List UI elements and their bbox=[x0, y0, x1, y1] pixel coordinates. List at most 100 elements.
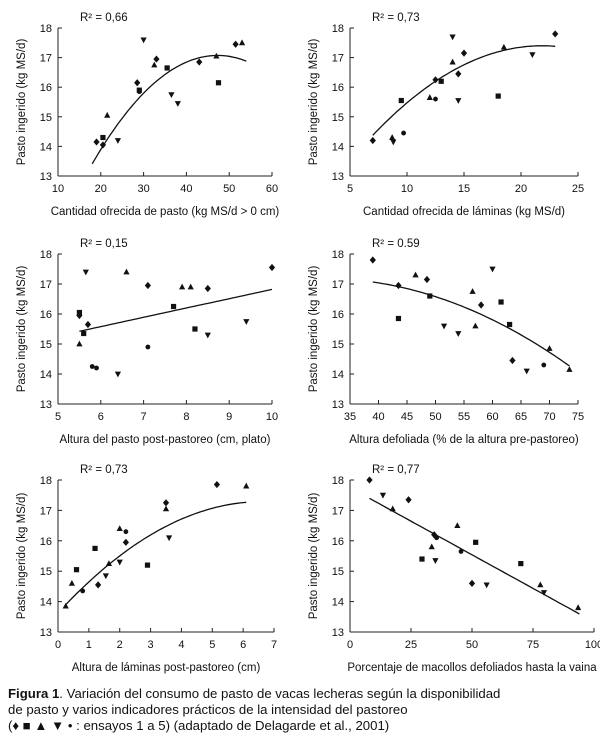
data-point-square bbox=[395, 315, 402, 322]
data-point-diamond bbox=[431, 531, 438, 539]
x-axis-label: Porcentaje de macollos defoliados hasta … bbox=[347, 662, 597, 674]
data-point-triangle bbox=[187, 283, 194, 290]
y-tick-label: 15 bbox=[332, 566, 344, 578]
x-tick-label: 5 bbox=[209, 639, 215, 651]
data-point-triangle bbox=[412, 271, 419, 278]
data-point-triangle-down bbox=[174, 101, 181, 107]
r-squared-label: R² = 0.59 bbox=[372, 238, 420, 250]
data-point-triangle bbox=[449, 58, 456, 65]
x-axis-label: Altura defoliada (% de la altura pre-pas… bbox=[349, 434, 579, 446]
y-tick-label: 17 bbox=[332, 279, 344, 291]
y-tick-label: 15 bbox=[332, 339, 344, 351]
data-point-square bbox=[144, 562, 151, 568]
x-tick-label: 50 bbox=[223, 183, 235, 195]
y-tick-label: 18 bbox=[332, 23, 344, 35]
caption-label: Figura 1 bbox=[8, 686, 60, 701]
r-squared-label: R² = 0,77 bbox=[372, 464, 420, 476]
data-point-triangle bbox=[566, 366, 573, 372]
data-point-square bbox=[507, 321, 513, 328]
data-point-circle bbox=[80, 588, 86, 594]
data-point-diamond bbox=[369, 256, 376, 264]
data-point-triangle bbox=[104, 111, 111, 118]
data-point-diamond bbox=[93, 138, 100, 146]
y-tick-label: 16 bbox=[332, 536, 344, 548]
x-axis-label: Altura del pasto post-pastoreo (cm, plat… bbox=[60, 434, 271, 446]
data-point-diamond bbox=[432, 76, 439, 84]
data-point-diamond bbox=[478, 301, 485, 309]
data-point-diamond bbox=[455, 70, 462, 78]
data-point-square bbox=[438, 78, 444, 84]
data-point-square bbox=[498, 299, 504, 305]
data-point-triangle bbox=[500, 43, 507, 50]
data-point-square bbox=[215, 80, 222, 86]
data-point-diamond bbox=[395, 281, 402, 290]
data-point-diamond bbox=[122, 538, 129, 546]
y-tick-label: 14 bbox=[40, 141, 52, 153]
figure-caption: Figura 1. Variación del consumo de pasto… bbox=[8, 686, 596, 734]
y-tick-label: 15 bbox=[40, 112, 52, 124]
trend-line bbox=[372, 45, 556, 136]
data-point-triangle bbox=[68, 579, 75, 586]
y-tick-label: 16 bbox=[40, 536, 52, 548]
data-point-square bbox=[73, 567, 80, 573]
data-point-triangle-down bbox=[390, 139, 397, 146]
data-point-circle bbox=[433, 96, 438, 102]
data-point-triangle bbox=[426, 94, 433, 100]
data-point-triangle-down bbox=[379, 492, 387, 499]
data-point-triangle bbox=[62, 602, 69, 609]
data-point-triangle bbox=[162, 505, 170, 512]
data-point-diamond bbox=[84, 320, 92, 329]
x-tick-label: 45 bbox=[401, 411, 413, 423]
y-axis-label: Pasto ingerido (kg MS/d) bbox=[16, 266, 28, 393]
data-point-triangle-down bbox=[483, 582, 490, 589]
data-point-square bbox=[81, 330, 87, 337]
data-point-diamond bbox=[366, 476, 373, 484]
data-point-circle bbox=[145, 344, 151, 350]
data-point-diamond bbox=[423, 275, 431, 284]
data-point-diamond bbox=[268, 263, 276, 272]
data-point-triangle bbox=[389, 505, 396, 512]
y-tick-label: 17 bbox=[332, 53, 344, 65]
x-tick-label: 10 bbox=[401, 183, 413, 195]
data-point-diamond bbox=[460, 49, 468, 57]
y-tick-label: 17 bbox=[332, 505, 344, 517]
y-tick-label: 18 bbox=[332, 475, 344, 487]
data-point-triangle-down bbox=[440, 323, 448, 330]
y-tick-label: 15 bbox=[332, 112, 344, 124]
data-point-circle bbox=[401, 130, 406, 136]
chart-panel-5: 13 14 15 16 17 18 0 1 2 3 4 5 6 7 Altura de láminas po… bbox=[16, 464, 277, 674]
caption-line-2: de pasto y varios indicadores prácticos … bbox=[8, 702, 408, 717]
x-tick-label: 65 bbox=[515, 411, 527, 423]
y-tick-label: 15 bbox=[40, 339, 52, 351]
data-point-diamond bbox=[196, 58, 203, 66]
data-point-square bbox=[398, 97, 404, 104]
x-tick-label: 60 bbox=[486, 411, 498, 423]
r-squared-label: R² = 0,73 bbox=[80, 464, 128, 476]
y-tick-label: 14 bbox=[332, 369, 344, 381]
y-tick-label: 13 bbox=[40, 171, 52, 183]
data-point-triangle bbox=[105, 560, 113, 566]
data-point-triangle-down bbox=[489, 266, 496, 273]
data-point-circle bbox=[94, 365, 99, 371]
x-tick-label: 15 bbox=[458, 183, 470, 195]
data-point-square bbox=[427, 293, 433, 299]
y-tick-label: 14 bbox=[40, 369, 52, 381]
x-tick-label: 2 bbox=[117, 639, 123, 651]
x-tick-label: 1 bbox=[86, 639, 92, 651]
data-point-circle bbox=[541, 362, 547, 368]
y-tick-label: 14 bbox=[332, 597, 344, 609]
data-point-square bbox=[192, 326, 198, 332]
x-tick-label: 10 bbox=[52, 183, 64, 195]
data-point-square bbox=[92, 545, 98, 551]
x-axis-label: Cantidad ofrecida de pasto (kg MS/d > 0 … bbox=[51, 206, 280, 218]
data-point-triangle bbox=[472, 322, 479, 329]
x-tick-label: 0 bbox=[55, 639, 61, 651]
data-point-diamond bbox=[134, 79, 141, 87]
y-tick-label: 16 bbox=[40, 82, 52, 94]
x-tick-label: 7 bbox=[141, 411, 147, 423]
data-point-circle bbox=[458, 549, 464, 554]
data-point-triangle bbox=[546, 345, 553, 351]
data-point-circle bbox=[136, 89, 142, 95]
data-point-diamond bbox=[144, 281, 151, 290]
chart-panel-3: 13 14 15 16 17 18 5 6 7 8 9 10 Altura del pasto post… bbox=[16, 238, 278, 446]
